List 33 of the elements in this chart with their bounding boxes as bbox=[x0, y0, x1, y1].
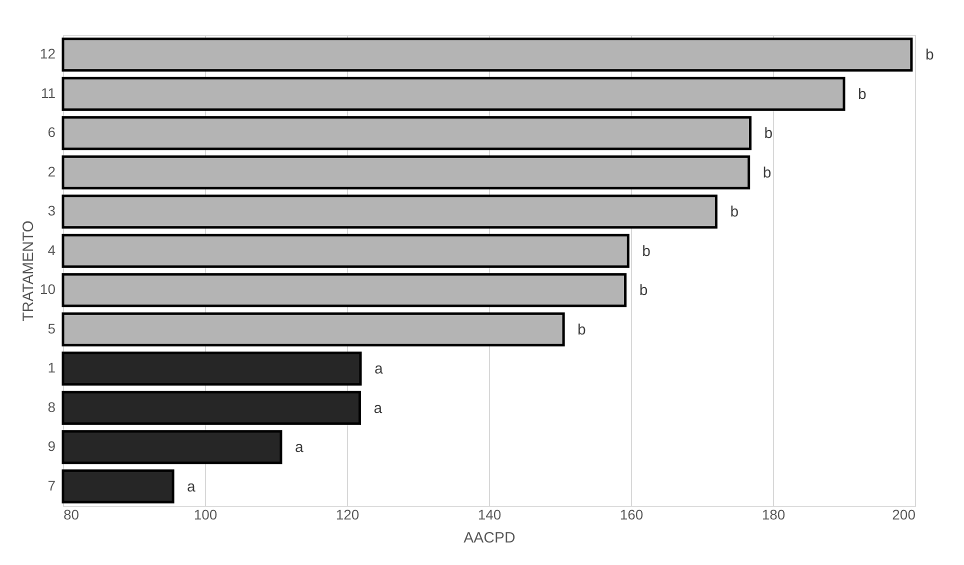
x-axis-title: AACPD bbox=[464, 530, 516, 546]
x-tick-label: 100 bbox=[194, 506, 218, 522]
data-label: a bbox=[374, 400, 383, 417]
y-tick-label: 4 bbox=[48, 242, 56, 258]
y-tick-label: 1 bbox=[48, 360, 56, 376]
data-label: b bbox=[925, 46, 934, 64]
y-axis-title: TRATAMENTO bbox=[20, 220, 37, 322]
y-tick-label: 9 bbox=[48, 438, 56, 454]
y-tick-label: 10 bbox=[40, 281, 56, 298]
x-tick-label: 200 bbox=[892, 506, 916, 522]
y-tick-label: 3 bbox=[48, 202, 56, 219]
data-label: b bbox=[642, 242, 651, 260]
x-tick-label: 140 bbox=[478, 506, 502, 522]
y-tick-label: 11 bbox=[40, 84, 56, 101]
data-label: a bbox=[374, 360, 384, 378]
data-label: b bbox=[639, 282, 648, 300]
x-tick-label: 180 bbox=[762, 506, 786, 522]
data-label: a bbox=[294, 439, 304, 456]
data-label: b bbox=[730, 204, 739, 221]
data-label: a bbox=[187, 478, 196, 496]
x-tick-label: 120 bbox=[336, 506, 360, 522]
x-tick-label: 80 bbox=[64, 506, 80, 522]
y-tick-label: 12 bbox=[40, 46, 56, 62]
y-tick-label: 2 bbox=[48, 163, 56, 180]
data-label: b bbox=[764, 125, 773, 142]
data-label: b bbox=[858, 86, 866, 103]
data-label: b bbox=[578, 321, 586, 338]
y-tick-label: 6 bbox=[48, 124, 56, 140]
y-tick-label: 7 bbox=[48, 477, 56, 494]
data-label: b bbox=[762, 164, 772, 182]
y-tick-label: 8 bbox=[48, 398, 56, 415]
y-tick-label: 5 bbox=[48, 320, 56, 336]
x-tick-label: 160 bbox=[620, 506, 644, 522]
